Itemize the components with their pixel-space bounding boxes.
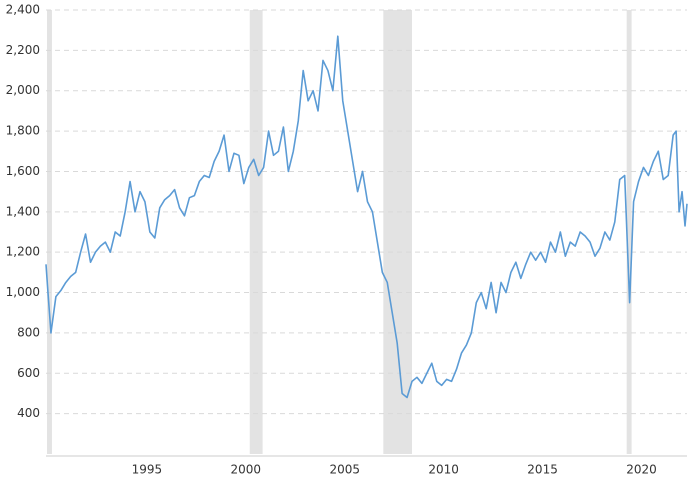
x-tick-label: 2005 — [329, 463, 360, 477]
y-tick-label: 2,400 — [6, 3, 40, 17]
x-tick-label: 2015 — [527, 463, 558, 477]
x-tick-label: 2020 — [626, 463, 657, 477]
recession-shade — [46, 10, 52, 454]
recession-shade — [383, 10, 413, 454]
y-tick-label: 1,800 — [6, 124, 40, 138]
y-tick-label: 1,200 — [6, 245, 40, 259]
x-tick-label: 2000 — [231, 463, 262, 477]
y-tick-label: 1,000 — [6, 285, 40, 299]
y-tick-label: 1,600 — [6, 164, 40, 178]
recession-shade — [626, 10, 632, 454]
x-tick-label: 1995 — [132, 463, 163, 477]
data-line — [45, 35, 688, 399]
y-tick-label: 400 — [17, 406, 40, 420]
y-tick-label: 1,400 — [6, 204, 40, 218]
recession-shade — [249, 10, 263, 454]
y-tick-label: 2,000 — [6, 83, 40, 97]
y-tick-label: 600 — [17, 366, 40, 380]
y-tick-label: 2,200 — [6, 43, 40, 57]
x-tick-label: 2010 — [428, 463, 459, 477]
y-tick-label: 800 — [17, 325, 40, 339]
